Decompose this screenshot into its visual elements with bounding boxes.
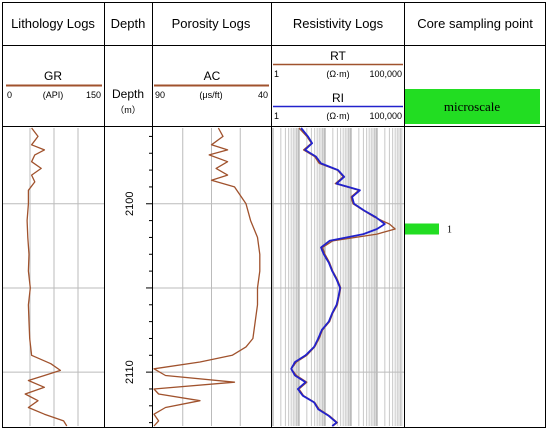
depth-labels: 2100 2110 [124, 135, 152, 424]
ac-scale-min: 90 [155, 90, 165, 100]
ac-scale-max: 40 [258, 90, 268, 100]
rt-scale-min: 1 [274, 69, 279, 79]
ac-track-name: AC [204, 69, 221, 83]
table-frame [2, 2, 546, 428]
rt-track-name: RT [330, 49, 346, 63]
column-header-lithology: Lithology Logs [11, 16, 95, 31]
depth-tick-label: 2100 [124, 192, 136, 216]
gr-scale-max: 150 [86, 90, 101, 100]
curve-layer [24, 127, 396, 427]
column-header-core: Core sampling point [417, 16, 533, 31]
column-header-depth: Depth [111, 16, 146, 31]
depth-track-name: Depth [112, 87, 144, 101]
ac-scale-unit: (μs/ft) [199, 90, 222, 100]
gr-curve [24, 127, 68, 427]
ac-curve [153, 127, 261, 427]
microscale-label: microscale [444, 99, 501, 114]
column-header-resistivity: Resistivity Logs [293, 16, 384, 31]
depth-tick-label: 2110 [124, 360, 136, 384]
ri-scale-max: 100,000 [369, 111, 402, 121]
grid-layer [3, 128, 404, 426]
gr-track-name: GR [44, 69, 62, 83]
ri-scale-unit: (Ω·m) [326, 111, 349, 121]
rt-scale-max: 100,000 [369, 69, 402, 79]
rt-scale-unit: (Ω·m) [326, 69, 349, 79]
gr-scale-unit: (API) [43, 90, 64, 100]
depth-track-unit: （m） [115, 105, 141, 115]
core-sample-number: 1 [447, 225, 452, 236]
ri-scale-min: 1 [274, 111, 279, 121]
gr-scale-min: 0 [7, 90, 12, 100]
ri-curve [290, 127, 386, 427]
column-header-porosity: Porosity Logs [172, 16, 251, 31]
ri-track-name: RI [332, 91, 344, 105]
microscale-box [405, 89, 540, 124]
core-sample-marker [405, 223, 439, 235]
